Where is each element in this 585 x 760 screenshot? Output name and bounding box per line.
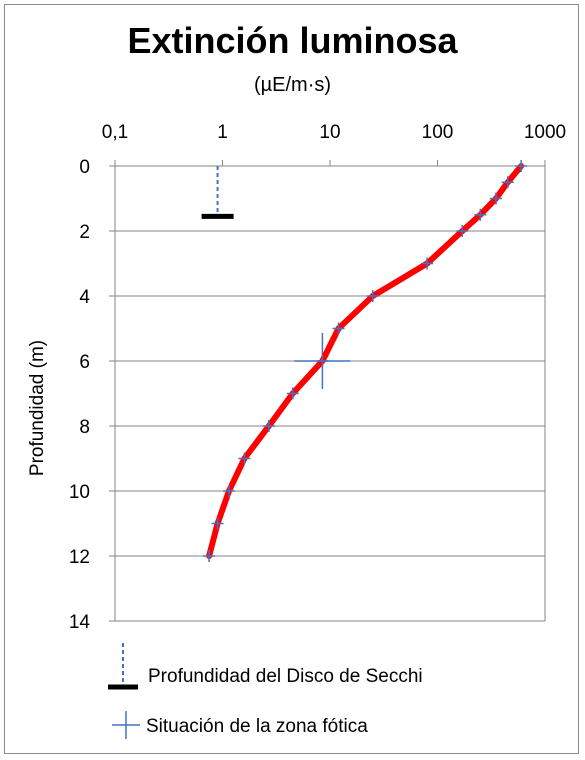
y-axis-label: Profundidad (m) [27,340,48,476]
data-point-2 [489,192,502,205]
y-tick-label-4: 8 [79,417,90,438]
data-point-11 [238,452,251,465]
y-tick-label-5: 10 [69,482,90,503]
y-tick-label-3: 6 [79,352,90,373]
legend: Profundidad del Disco de Secchi Situación… [108,643,423,739]
data-point-3 [474,208,487,221]
y-tick-label-0: 0 [79,157,90,178]
x-tick-label-2: 10 [319,122,340,143]
chart-frame [4,4,579,754]
data-point-5 [421,257,434,270]
y-tick-label-7: 14 [69,612,91,633]
y-tick-label-6: 12 [69,547,90,568]
y-tick-label-1: 2 [79,222,90,243]
data-point-14 [203,550,216,562]
legend-label-secchi: Profundidad del Disco de Secchi [148,666,423,687]
x-tick-label-4: 1000 [524,122,566,143]
chart-title: Extinción luminosa [127,20,458,61]
data-point-1 [501,176,514,189]
x-tick-label-3: 100 [422,122,454,143]
chart-subtitle: (µE/m·s) [253,74,332,96]
data-point-7 [332,322,345,335]
y-tick-label-2: 4 [79,287,90,308]
data-point-0 [515,160,528,172]
y-tick-labels: 0 2 4 6 8 10 12 14 [69,157,91,633]
x-tick-label-0: 0,1 [102,122,128,143]
data-series [203,160,528,562]
legend-label-photic-zone: Situación de la zona fótica [146,716,368,737]
data-point-9 [286,387,299,400]
data-point-8 [316,355,329,367]
legend-item-secchi: Profundidad del Disco de Secchi [108,643,423,690]
data-point-12 [223,485,236,497]
data-point-6 [366,290,379,302]
legend-item-photic-zone: Situación de la zona fótica [112,711,368,739]
x-tick-labels: 0,1 1 10 100 1000 [102,122,566,143]
axes [109,160,546,622]
data-point-4 [456,225,469,237]
grid-lines [115,165,545,622]
data-point-13 [211,517,224,530]
x-tick-label-1: 1 [217,122,228,143]
data-point-10 [262,420,275,432]
